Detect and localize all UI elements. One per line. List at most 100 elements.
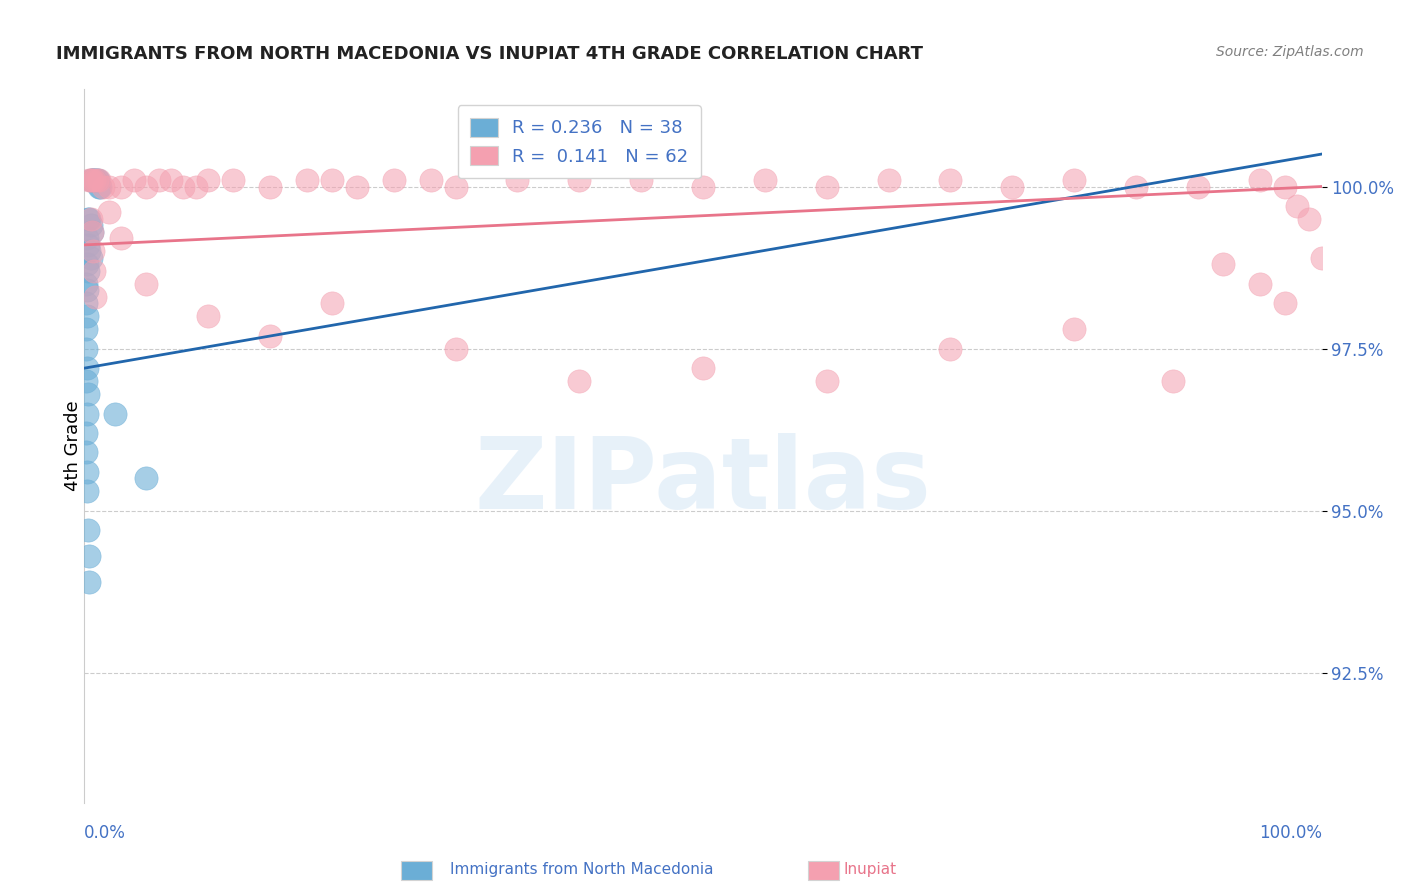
Text: IMMIGRANTS FROM NORTH MACEDONIA VS INUPIAT 4TH GRADE CORRELATION CHART: IMMIGRANTS FROM NORTH MACEDONIA VS INUPI…	[56, 45, 924, 62]
Text: Source: ZipAtlas.com: Source: ZipAtlas.com	[1216, 45, 1364, 59]
Point	[89, 179, 111, 194]
Point	[79, 173, 101, 187]
Point	[79, 251, 101, 265]
Point	[77, 387, 100, 401]
Point	[321, 173, 343, 187]
Point	[197, 173, 219, 187]
Point	[76, 465, 98, 479]
Point	[1274, 296, 1296, 310]
Point	[939, 342, 962, 356]
Point	[76, 231, 98, 245]
Point	[815, 374, 838, 388]
Point	[321, 296, 343, 310]
Point	[79, 211, 101, 226]
Point	[75, 342, 97, 356]
Point	[1001, 179, 1024, 194]
Point	[76, 361, 98, 376]
Point	[295, 173, 318, 187]
Point	[83, 173, 105, 187]
Point	[1161, 374, 1184, 388]
Point	[89, 179, 111, 194]
Text: Inupiat: Inupiat	[844, 863, 897, 877]
Point	[87, 173, 110, 187]
Point	[568, 173, 591, 187]
Point	[79, 173, 101, 187]
Legend: R = 0.236   N = 38, R =  0.141   N = 62: R = 0.236 N = 38, R = 0.141 N = 62	[458, 105, 700, 178]
Point	[75, 425, 97, 440]
Point	[77, 549, 100, 564]
Point	[160, 173, 183, 187]
Point	[568, 374, 591, 388]
Point	[148, 173, 170, 187]
Point	[1187, 179, 1209, 194]
Point	[692, 179, 714, 194]
Point	[84, 290, 107, 304]
Point	[80, 173, 103, 187]
Point	[76, 407, 98, 421]
Point	[1298, 211, 1320, 226]
Point	[82, 244, 104, 259]
Point	[79, 219, 101, 233]
Point	[692, 361, 714, 376]
Point	[184, 179, 207, 194]
Text: Immigrants from North Macedonia: Immigrants from North Macedonia	[450, 863, 713, 877]
Point	[98, 205, 121, 219]
Point	[110, 231, 132, 245]
Point	[89, 173, 111, 187]
Point	[79, 244, 101, 259]
Point	[98, 179, 121, 194]
Point	[76, 283, 98, 297]
Point	[77, 264, 100, 278]
Point	[84, 173, 107, 187]
Point	[1249, 173, 1271, 187]
Point	[1310, 251, 1333, 265]
Point	[815, 179, 838, 194]
Point	[79, 211, 101, 226]
Point	[1212, 257, 1234, 271]
Point	[222, 173, 245, 187]
Point	[506, 173, 529, 187]
Point	[419, 173, 441, 187]
Point	[1285, 199, 1308, 213]
Point	[877, 173, 900, 187]
Point	[135, 277, 157, 291]
Point	[135, 179, 157, 194]
Point	[444, 342, 467, 356]
Text: 0.0%: 0.0%	[84, 824, 127, 842]
Point	[1125, 179, 1147, 194]
Y-axis label: 4th Grade: 4th Grade	[65, 401, 82, 491]
Point	[1249, 277, 1271, 291]
Point	[104, 407, 127, 421]
Point	[82, 173, 104, 187]
Point	[197, 310, 219, 324]
Point	[259, 179, 281, 194]
Point	[91, 179, 114, 194]
Text: ZIPatlas: ZIPatlas	[475, 434, 931, 530]
Point	[83, 173, 105, 187]
Point	[110, 179, 132, 194]
Point	[259, 328, 281, 343]
Point	[444, 179, 467, 194]
Point	[1063, 322, 1085, 336]
Point	[122, 173, 145, 187]
Point	[382, 173, 405, 187]
Point	[939, 173, 962, 187]
Point	[76, 310, 98, 324]
Point	[75, 277, 97, 291]
Point	[80, 225, 103, 239]
Point	[77, 238, 100, 252]
Point	[75, 445, 97, 459]
Point	[75, 374, 97, 388]
Point	[135, 471, 157, 485]
Point	[76, 484, 98, 499]
Point	[77, 524, 100, 538]
Text: 100.0%: 100.0%	[1258, 824, 1322, 842]
Point	[80, 225, 103, 239]
Point	[83, 264, 105, 278]
Point	[79, 173, 101, 187]
Point	[630, 173, 652, 187]
Point	[77, 211, 100, 226]
Point	[86, 173, 108, 187]
Point	[172, 179, 194, 194]
Point	[75, 296, 97, 310]
